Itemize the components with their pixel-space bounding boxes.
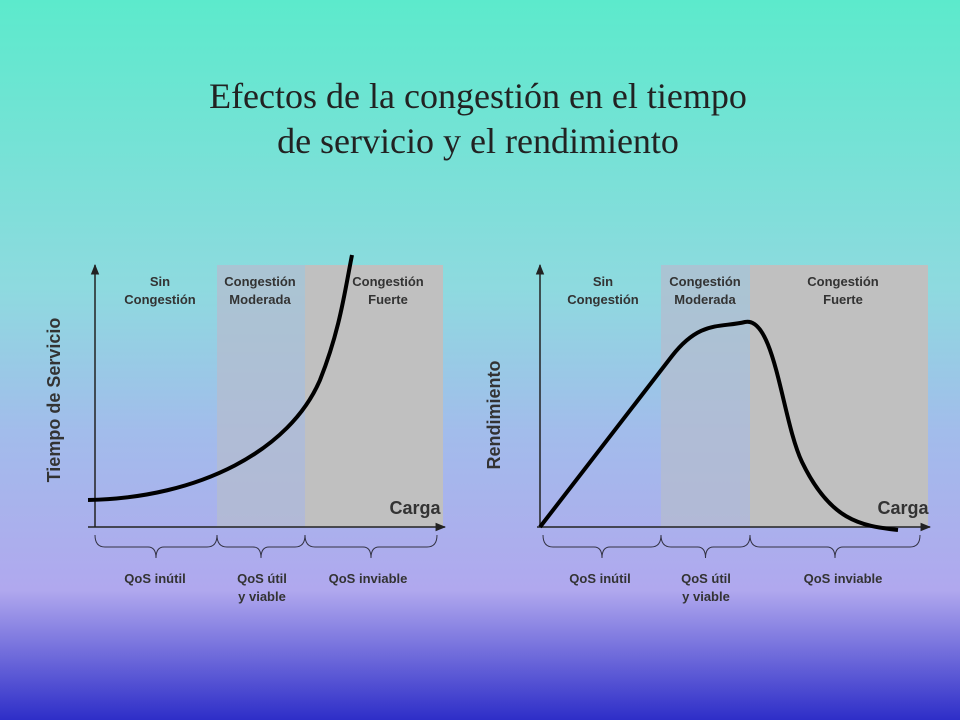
region-label: Congestión <box>352 274 424 289</box>
qos-label: y viable <box>682 589 730 604</box>
region-label: Congestión <box>669 274 741 289</box>
region-heavy <box>750 265 928 527</box>
y-axis-label: Rendimiento <box>484 360 504 469</box>
brace <box>304 534 438 559</box>
qos-label: QoS útil <box>681 571 731 586</box>
brace <box>749 534 921 559</box>
qos-label: QoS inútil <box>124 571 185 586</box>
region-label: Fuerte <box>823 292 863 307</box>
region-label: Congestión <box>224 274 296 289</box>
panel: Rendimiento Carga Sin Congestión Congestión M… <box>484 263 932 604</box>
x-axis-label: Carga <box>877 498 929 518</box>
brace <box>542 534 662 559</box>
brace <box>660 534 751 559</box>
x-axis-label: Carga <box>389 498 441 518</box>
brace <box>216 534 306 559</box>
region-label: Sin <box>593 274 613 289</box>
curve <box>538 319 899 532</box>
panel: Tiempo de Servicio Carga Sin Congestión Cong… <box>44 254 447 604</box>
region-label: Congestión <box>567 292 639 307</box>
region-label: Congestión <box>807 274 879 289</box>
brace <box>94 534 218 559</box>
region-moderate <box>217 265 305 527</box>
region-heavy <box>305 265 443 527</box>
qos-label: QoS inviable <box>804 571 883 586</box>
region-label: Moderada <box>674 292 736 307</box>
region-label: Moderada <box>229 292 291 307</box>
region-moderate <box>661 265 750 527</box>
region-label: Fuerte <box>368 292 408 307</box>
title-line: de servicio y el rendimiento <box>277 121 679 161</box>
y-axis-label: Tiempo de Servicio <box>44 318 64 483</box>
qos-label: QoS inviable <box>329 571 408 586</box>
qos-label: QoS útil <box>237 571 287 586</box>
region-label: Sin <box>150 274 170 289</box>
curve <box>87 254 354 502</box>
qos-label: QoS inútil <box>569 571 630 586</box>
qos-label: y viable <box>238 589 286 604</box>
title-line: Efectos de la congestión en el tiempo <box>209 76 747 116</box>
region-label: Congestión <box>124 292 196 307</box>
